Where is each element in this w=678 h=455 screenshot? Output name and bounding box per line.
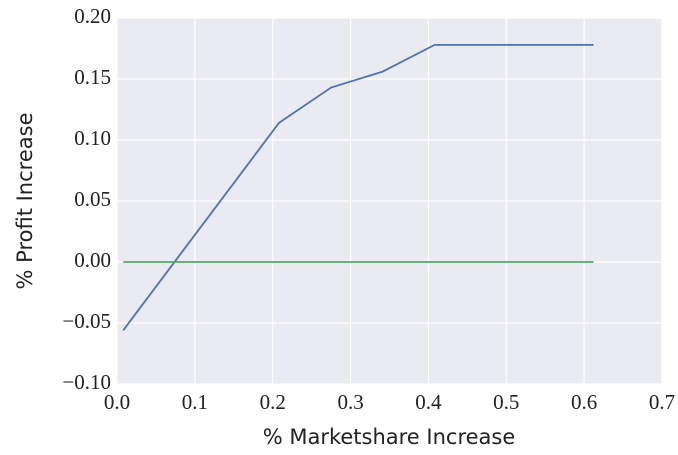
x-tick-label: 0.7 — [649, 390, 675, 414]
y-tick-label: 0.10 — [74, 126, 111, 150]
x-tick-label: 0.4 — [415, 390, 442, 414]
y-tick-label: −0.10 — [62, 370, 111, 394]
x-tick-label: 0.1 — [182, 390, 208, 414]
x-tick-label: 0.5 — [493, 390, 519, 414]
y-tick-label: −0.05 — [62, 309, 111, 333]
x-axis-label: % Marketshare Increase — [263, 425, 516, 449]
line-series — [122, 43, 594, 331]
y-tick-label: 0.20 — [74, 4, 111, 28]
y-tick-label: 0.15 — [74, 65, 111, 89]
y-axis-label: % Profit Increase — [13, 113, 37, 290]
x-tick-label: 0.0 — [104, 390, 130, 414]
y-tick-label: 0.05 — [74, 187, 111, 211]
y-tick-label: 0.00 — [74, 248, 111, 272]
x-tick-label: 0.2 — [260, 390, 286, 414]
x-tick-label: 0.3 — [337, 390, 363, 414]
x-tick-label: 0.6 — [571, 390, 597, 414]
